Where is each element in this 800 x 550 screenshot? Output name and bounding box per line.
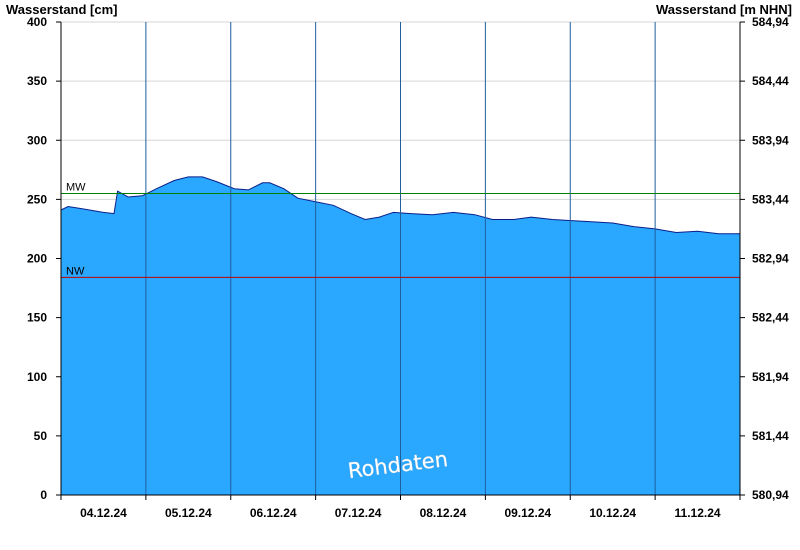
reference-lines: MW NW xyxy=(61,181,740,278)
y-tick-label-left: 0 xyxy=(40,488,47,502)
x-tick-label: 06.12.24 xyxy=(250,506,297,520)
y-tick-label-left: 100 xyxy=(27,370,47,384)
y-tick-label-right: 584,44 xyxy=(752,74,789,88)
reference-label-nw: NW xyxy=(66,265,85,277)
x-tick-label: 10.12.24 xyxy=(589,506,636,520)
y-axis-right-title: Wasserstand [m NHN] xyxy=(656,2,792,17)
x-tick-label: 08.12.24 xyxy=(420,506,467,520)
x-tick-label: 07.12.24 xyxy=(335,506,382,520)
x-ticks: 04.12.24 05.12.24 06.12.24 07.12.24 08.12.24… xyxy=(80,506,721,520)
y-tick-label-left: 150 xyxy=(27,311,47,325)
x-tick-label: 11.12.24 xyxy=(675,506,721,520)
x-tick-label: 04.12.24 xyxy=(80,506,127,520)
y-tick-label-right: 580,94 xyxy=(752,488,789,502)
y-tick-label-right: 581,94 xyxy=(752,370,789,384)
y-tick-label-right: 584,94 xyxy=(752,15,789,29)
y-axis-left-title: Wasserstand [cm] xyxy=(6,2,118,17)
reference-label-mw: MW xyxy=(66,181,86,193)
y-tick-label-left: 300 xyxy=(27,133,47,147)
y-tick-label-left: 50 xyxy=(34,429,48,443)
y-tick-label-right: 581,44 xyxy=(752,429,789,443)
y-tick-label-left: 200 xyxy=(27,252,47,266)
y-ticks-right: 580,94 581,44 581,94 582,44 582,94 583,44 583,… xyxy=(752,15,789,502)
y-tick-label-right: 582,94 xyxy=(752,252,789,266)
y-tick-label-left: 250 xyxy=(27,192,47,206)
y-ticks-left: 0 50 100 150 200 250 300 350 400 xyxy=(27,15,47,502)
y-tick-label-right: 583,44 xyxy=(752,192,789,206)
y-tick-label-left: 400 xyxy=(27,15,47,29)
y-tick-label-right: 582,44 xyxy=(752,311,789,325)
day-separators xyxy=(145,22,656,495)
y-tick-label-right: 583,94 xyxy=(752,133,789,147)
axes xyxy=(56,21,745,500)
x-tick-label: 05.12.24 xyxy=(165,506,212,520)
x-tick-label: 09.12.24 xyxy=(504,506,551,520)
y-tick-label-left: 350 xyxy=(27,74,47,88)
